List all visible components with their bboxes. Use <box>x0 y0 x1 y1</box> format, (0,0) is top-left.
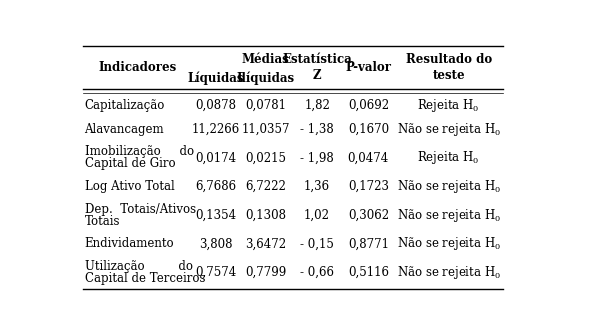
Text: - 0,66: - 0,66 <box>300 266 334 279</box>
Text: P-valor: P-valor <box>346 61 391 74</box>
Text: Resultado do
teste: Resultado do teste <box>405 53 492 82</box>
Text: 0,7799: 0,7799 <box>245 266 286 279</box>
Text: 1,82: 1,82 <box>304 99 330 112</box>
Text: 0,0878: 0,0878 <box>196 99 237 112</box>
Text: 0,0781: 0,0781 <box>245 99 286 112</box>
Text: 1,36: 1,36 <box>304 180 330 193</box>
Text: Endividamento: Endividamento <box>84 237 174 250</box>
Text: 6,7686: 6,7686 <box>196 180 237 193</box>
Text: - 1,98: - 1,98 <box>300 151 334 164</box>
Text: 0,1670: 0,1670 <box>347 123 389 136</box>
Text: Alavancagem: Alavancagem <box>84 123 164 136</box>
Text: - 1,38: - 1,38 <box>300 123 334 136</box>
Text: 3,6472: 3,6472 <box>245 237 286 250</box>
Text: Totais: Totais <box>84 215 120 228</box>
Text: Log Ativo Total: Log Ativo Total <box>84 180 174 193</box>
Text: Capitalização: Capitalização <box>84 99 165 112</box>
Text: Líquidas: Líquidas <box>188 71 244 84</box>
Text: Não se rejeita H$_0$: Não se rejeita H$_0$ <box>397 235 501 252</box>
Text: 0,1354: 0,1354 <box>196 209 237 222</box>
Text: 3,808: 3,808 <box>199 237 233 250</box>
Text: 11,2266: 11,2266 <box>192 123 240 136</box>
Text: Capital de Giro: Capital de Giro <box>84 157 175 170</box>
Text: Utilização         do: Utilização do <box>84 260 192 273</box>
Text: Não se rejeita H$_0$: Não se rejeita H$_0$ <box>397 178 501 195</box>
Text: Capital de Terceiros: Capital de Terceiros <box>84 272 205 285</box>
Text: Médias: Médias <box>242 53 290 66</box>
Text: Rejeita H$_0$: Rejeita H$_0$ <box>418 97 480 114</box>
Text: 6,7222: 6,7222 <box>245 180 286 193</box>
Text: 1,02: 1,02 <box>304 209 330 222</box>
Text: Não se rejeita H$_0$: Não se rejeita H$_0$ <box>397 121 501 138</box>
Text: Ilíquidas: Ilíquidas <box>237 71 295 84</box>
Text: 0,5116: 0,5116 <box>348 266 389 279</box>
Text: - 0,15: - 0,15 <box>300 237 334 250</box>
Text: Imobilização     do: Imobilização do <box>84 145 194 158</box>
Text: Estatística
Z: Estatística Z <box>282 53 352 82</box>
Text: 11,0357: 11,0357 <box>241 123 290 136</box>
Text: 0,8771: 0,8771 <box>348 237 389 250</box>
Text: Rejeita H$_0$: Rejeita H$_0$ <box>418 149 480 166</box>
Text: 0,0215: 0,0215 <box>245 151 286 164</box>
Text: 0,1723: 0,1723 <box>348 180 389 193</box>
Text: Não se rejeita H$_0$: Não se rejeita H$_0$ <box>397 207 501 224</box>
Text: 0,0692: 0,0692 <box>347 99 389 112</box>
Text: Dep.  Totais/Ativos: Dep. Totais/Ativos <box>84 203 196 216</box>
Text: 0,7574: 0,7574 <box>196 266 237 279</box>
Text: Não se rejeita H$_0$: Não se rejeita H$_0$ <box>397 264 501 281</box>
Text: 0,3062: 0,3062 <box>347 209 389 222</box>
Text: 0,1308: 0,1308 <box>245 209 286 222</box>
Text: Indicadores: Indicadores <box>98 61 177 74</box>
Text: 0,0174: 0,0174 <box>196 151 237 164</box>
Text: 0,0474: 0,0474 <box>347 151 389 164</box>
